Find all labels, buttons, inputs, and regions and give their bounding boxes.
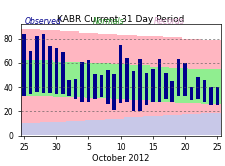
- Text: Records: Records: [153, 17, 184, 26]
- Bar: [195, 77, 199, 99]
- Bar: [176, 59, 180, 96]
- Bar: [131, 71, 135, 111]
- Bar: [80, 62, 83, 102]
- Bar: [118, 45, 122, 103]
- Title: KABR Current 31 Day Period: KABR Current 31 Day Period: [57, 15, 184, 24]
- Bar: [35, 36, 38, 92]
- Bar: [48, 46, 51, 93]
- Bar: [99, 75, 103, 97]
- X-axis label: October 2012: October 2012: [92, 154, 149, 163]
- Bar: [106, 70, 109, 104]
- Bar: [138, 59, 141, 111]
- Bar: [170, 81, 173, 102]
- Bar: [163, 73, 167, 99]
- Bar: [208, 87, 212, 105]
- Bar: [202, 80, 205, 102]
- Bar: [93, 74, 96, 99]
- Bar: [125, 58, 128, 102]
- Bar: [29, 51, 32, 94]
- Text: Normals: Normals: [92, 17, 124, 26]
- Bar: [189, 87, 192, 100]
- Bar: [22, 34, 26, 96]
- Bar: [61, 52, 64, 94]
- Bar: [157, 59, 160, 102]
- Bar: [144, 73, 148, 105]
- Bar: [67, 80, 71, 96]
- Bar: [215, 87, 218, 105]
- Bar: [151, 69, 154, 102]
- Bar: [74, 79, 77, 99]
- Bar: [112, 74, 115, 110]
- Bar: [54, 48, 58, 94]
- Bar: [41, 34, 45, 93]
- Text: Observed: Observed: [24, 17, 61, 26]
- Bar: [86, 60, 90, 102]
- Bar: [182, 63, 186, 96]
